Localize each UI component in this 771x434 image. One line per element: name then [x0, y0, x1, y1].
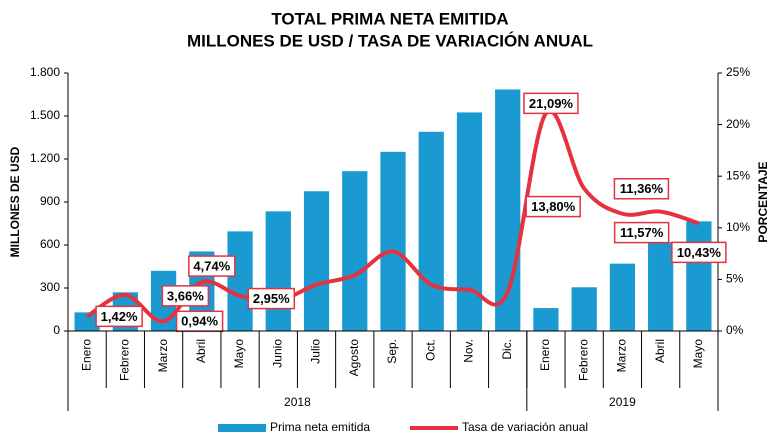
legend-swatch: [218, 424, 266, 432]
data-label: 0,94%: [181, 314, 218, 329]
x-tick-label: Junio: [270, 339, 284, 368]
data-label-box: [613, 178, 670, 200]
data-label: 10,43%: [677, 245, 722, 260]
bar: [418, 131, 444, 331]
line: [86, 108, 700, 324]
data-label: 13,80%: [531, 199, 576, 214]
bar: [648, 242, 674, 331]
x-tick-label: Sep.: [385, 339, 399, 364]
x-tick-label: Febrero: [118, 339, 132, 381]
x-tick-label: Enero: [79, 339, 93, 371]
x-tick-label: Febrero: [576, 339, 590, 381]
y2-tick-label: 5%: [726, 272, 744, 286]
data-label-box: [95, 305, 143, 328]
y2-tick-label: 10%: [726, 220, 750, 234]
x-tick-label: Mayo: [691, 339, 705, 369]
x-tick-label: Nov.: [462, 339, 476, 363]
bar: [227, 231, 253, 331]
bar: [456, 112, 483, 332]
data-label-box: [525, 195, 581, 218]
group-label: 2019: [609, 395, 636, 409]
bar: [533, 308, 559, 331]
group-label: 2018: [284, 395, 311, 409]
data-label-box: [613, 221, 670, 244]
x-tick-label: Mayo: [232, 339, 246, 369]
data-label: 11,57%: [620, 225, 664, 240]
y2-tick-label: 15%: [726, 168, 750, 182]
y-tick-label: 1.800: [30, 65, 60, 79]
bar: [571, 287, 597, 331]
y-tick-label: 1.500: [30, 108, 60, 122]
x-tick-label: Dic.: [500, 339, 514, 360]
bar: [609, 263, 636, 331]
data-label: 11,36%: [620, 181, 664, 196]
x-tick-label: Abril: [194, 339, 208, 363]
bar: [303, 191, 330, 331]
bar: [265, 211, 291, 331]
bar: [686, 221, 712, 331]
data-label-box: [188, 255, 236, 277]
data-label: 1,42%: [101, 309, 138, 324]
x-tick-label: Oct.: [423, 339, 437, 361]
legend-label: Tasa de variación anual: [462, 420, 588, 434]
data-label: 21,09%: [529, 96, 574, 111]
data-label-box: [161, 285, 210, 307]
data-label: 2,95%: [253, 291, 290, 306]
x-tick-label: Marzo: [615, 339, 629, 373]
y-tick-label: 900: [40, 194, 60, 208]
y-tick-label: 600: [40, 237, 60, 251]
bar: [342, 171, 368, 331]
data-label: 4,74%: [193, 259, 230, 274]
y2-tick-label: 0%: [726, 323, 744, 337]
y-tick-label: 1.200: [30, 151, 60, 165]
bar: [380, 151, 406, 331]
x-tick-label: Marzo: [156, 339, 170, 373]
chart-subtitle: MILLONES DE USD / TASA DE VARIACIÓN ANUA…: [187, 31, 593, 50]
y-tick-label: 300: [40, 280, 60, 294]
data-label-box: [247, 287, 296, 310]
y2-tick-label: 20%: [726, 117, 750, 131]
data-label-box: [671, 241, 727, 264]
y2-axis-label: PORCENTAJE: [756, 161, 770, 242]
legend-label: Prima neta emitida: [270, 420, 370, 434]
x-tick-label: Agosto: [347, 339, 361, 377]
data-label-box: [523, 92, 579, 115]
x-tick-label: Julio: [309, 339, 323, 364]
x-tick-label: Abril: [653, 339, 667, 363]
chart-title: TOTAL PRIMA NETA EMITIDA: [271, 9, 508, 28]
y2-tick-label: 25%: [726, 65, 750, 79]
data-label: 3,66%: [167, 288, 204, 303]
bar: [74, 312, 100, 331]
y-axis-label: MILLONES DE USD: [8, 146, 22, 257]
y-tick-label: 0: [53, 323, 60, 337]
x-tick-label: Enero: [538, 339, 552, 371]
